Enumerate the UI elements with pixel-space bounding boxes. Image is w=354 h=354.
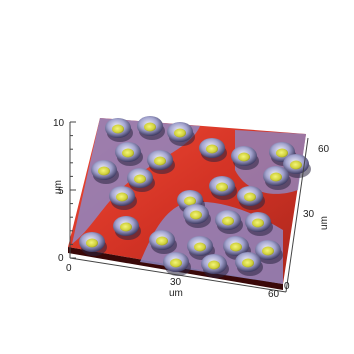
cell-center <box>238 152 250 162</box>
z-tick-label: 0 <box>58 253 64 264</box>
cell <box>255 240 283 264</box>
cell <box>105 118 133 142</box>
cell-center <box>262 246 274 256</box>
cell <box>79 232 107 256</box>
cell-center <box>170 258 182 268</box>
cell-center <box>86 238 98 248</box>
z-axis-unit: um <box>52 180 64 194</box>
cell <box>149 230 177 254</box>
cell <box>215 210 243 234</box>
cell-center <box>98 166 110 176</box>
cell <box>137 116 165 140</box>
cell-center <box>270 172 282 182</box>
cell <box>167 122 195 146</box>
y-axis-unit: um <box>318 216 330 230</box>
x-axis-line <box>69 257 287 293</box>
cell-center <box>156 236 168 246</box>
cell <box>127 168 155 192</box>
cell <box>209 176 237 200</box>
cell-center <box>222 216 234 226</box>
cell <box>109 186 137 210</box>
z-tick-label: 5 <box>58 186 64 197</box>
cell-center <box>276 148 288 158</box>
cell-center <box>174 128 186 138</box>
cell <box>245 212 273 236</box>
cell <box>199 138 227 162</box>
y-axis-line <box>285 137 309 293</box>
cell <box>163 252 191 276</box>
cell <box>235 252 263 276</box>
y-tick-label: 0 <box>284 281 290 292</box>
cell-center <box>206 144 218 154</box>
cell <box>263 166 291 190</box>
cell-center <box>122 148 134 158</box>
cell-center <box>154 156 166 166</box>
cell-center <box>120 222 132 232</box>
cell <box>115 142 143 166</box>
cell-center <box>194 242 206 252</box>
cell <box>237 186 265 210</box>
cell <box>201 254 229 278</box>
x-tick-label: 60 <box>268 289 280 300</box>
y-tick-label: 60 <box>318 144 330 155</box>
cell-center <box>216 182 228 192</box>
cell-center <box>184 196 196 206</box>
x-tick-label: 30 <box>170 277 182 288</box>
x-tick-label: 0 <box>66 263 72 274</box>
z-axis-ticks <box>70 121 76 259</box>
z-tick-label: 10 <box>53 118 65 129</box>
cell <box>231 146 259 170</box>
cell-center <box>112 124 124 134</box>
cell-center <box>190 210 202 220</box>
y-tick-label: 30 <box>303 209 315 220</box>
cell <box>183 204 211 228</box>
cell <box>113 216 141 240</box>
cell-center <box>116 192 128 202</box>
x-axis-unit: um <box>169 288 183 299</box>
cell-center <box>244 192 256 202</box>
cell-center <box>208 260 220 270</box>
cell-center <box>144 122 156 132</box>
surface-patch <box>72 118 200 244</box>
cell-center <box>242 258 254 268</box>
cell-group <box>79 116 311 278</box>
cell-center <box>252 218 264 228</box>
cell <box>147 150 175 174</box>
cell-center <box>134 174 146 184</box>
cell <box>91 160 119 184</box>
cell-center <box>230 242 242 252</box>
cell-center <box>290 160 302 170</box>
